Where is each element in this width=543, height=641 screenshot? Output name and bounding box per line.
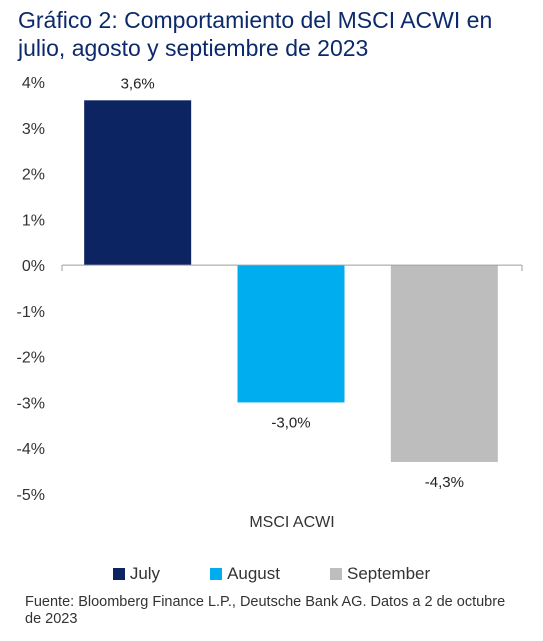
y-tick-label: -1%: [17, 304, 45, 321]
bar-august: [237, 265, 345, 403]
legend-item-september: September: [330, 564, 430, 584]
y-tick-label: 4%: [22, 75, 45, 92]
data-label-july: 3,6%: [121, 75, 155, 92]
legend-label: August: [227, 564, 280, 583]
y-tick-label: -5%: [17, 487, 45, 504]
legend-label: July: [129, 564, 161, 583]
y-tick-label: -3%: [17, 395, 45, 412]
legend-swatch: [112, 568, 125, 580]
legend: July August September: [0, 564, 543, 584]
legend-item-july: July: [112, 564, 161, 584]
bar-september: [390, 265, 498, 462]
bars-group: [84, 100, 498, 462]
legend-swatch: [330, 568, 342, 580]
bar-july: [84, 100, 192, 266]
y-tick-label: 2%: [22, 167, 45, 184]
legend-swatch: [210, 568, 223, 580]
y-tick-label: 0%: [22, 258, 45, 275]
x-axis-ticks: [61, 265, 523, 272]
data-label-september: -4,3%: [425, 474, 464, 491]
legend-item-august: August: [210, 564, 280, 584]
y-tick-label: -2%: [17, 350, 45, 367]
legend-label: September: [347, 564, 431, 583]
y-axis: 4% 3% 2% 1% 0% -1% -2% -3% -4% -5%: [17, 75, 45, 504]
y-tick-label: 1%: [22, 212, 45, 229]
x-category-label: MSCI ACWI: [249, 514, 334, 531]
bar-chart: 4% 3% 2% 1% 0% -1% -2% -3% -4% -5% 3,6% -3,0% -4,3%…: [17, 75, 523, 531]
y-tick-label: -4%: [17, 441, 45, 458]
data-labels: 3,6% -3,0% -4,3%: [121, 75, 464, 491]
data-label-august: -3,0%: [271, 414, 310, 431]
y-tick-label: 3%: [22, 121, 45, 138]
source-note: Fuente: Bloomberg Finance L.P., Deutsche…: [25, 594, 506, 627]
chart-title: Gráfico 2: Comportamiento del MSCI ACWI …: [18, 7, 493, 61]
